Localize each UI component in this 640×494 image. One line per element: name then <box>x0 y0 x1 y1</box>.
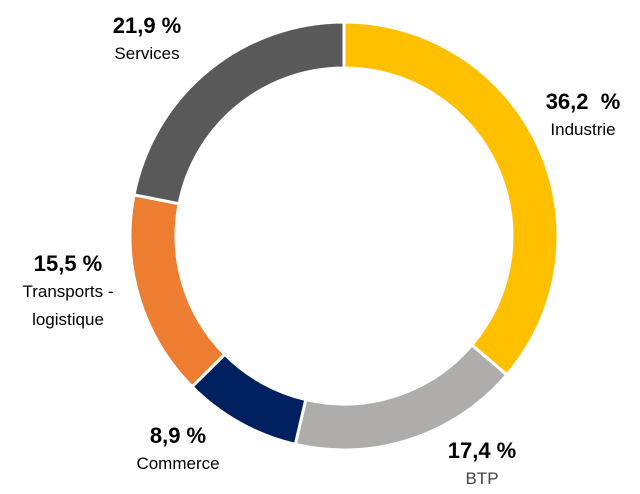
category-label: BTP <box>465 469 499 488</box>
segment-label: 36,2 % Industrie <box>518 88 640 144</box>
donut-segment <box>293 342 509 452</box>
segment-label: 8,9 % Commerce <box>113 422 243 478</box>
segment-label: 17,4 % BTP <box>417 437 547 493</box>
segment-label: 21,9 % Services <box>82 12 212 68</box>
value-label: 17,4 % <box>447 438 517 463</box>
segment-label: 15,5 % Transports - logistique <box>3 250 133 334</box>
category-label: Transports - logistique <box>22 282 114 329</box>
category-label: Industrie <box>550 120 616 139</box>
value-label: 21,9 % <box>112 13 182 38</box>
category-label: Services <box>114 44 180 63</box>
value-label: 8,9 % <box>149 423 207 448</box>
donut-segment <box>128 193 227 389</box>
value-label: 15,5 % <box>33 251 103 276</box>
category-label: Commerce <box>136 454 220 473</box>
donut-segment <box>342 20 560 377</box>
donut-segment <box>132 20 346 206</box>
value-label: 36,2 % <box>545 89 621 114</box>
